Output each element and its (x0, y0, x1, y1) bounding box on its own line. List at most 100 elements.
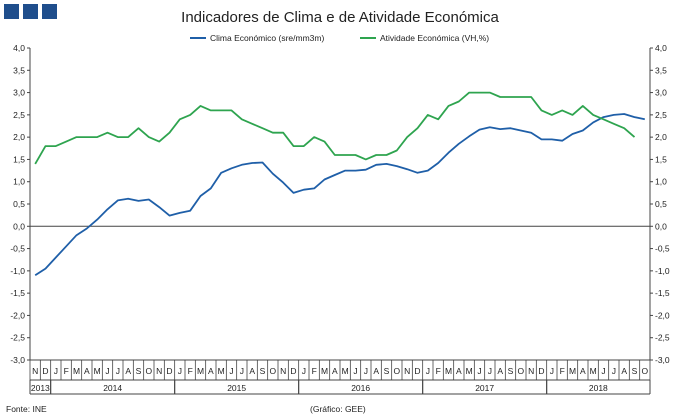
month-label: A (249, 366, 255, 376)
y-tick-label-left: -2,5 (10, 333, 25, 343)
month-label: J (105, 366, 109, 376)
month-label: J (229, 366, 233, 376)
month-label: J (364, 366, 368, 376)
y-tick-label-right: -0,5 (655, 244, 670, 254)
year-label: 2016 (351, 383, 370, 393)
month-label: A (580, 366, 586, 376)
y-tick-label-left: 2,5 (13, 110, 25, 120)
month-label: N (156, 366, 162, 376)
month-label: O (270, 366, 277, 376)
month-label: M (321, 366, 328, 376)
month-label: J (426, 366, 430, 376)
month-label: A (208, 366, 214, 376)
y-tick-label-left: -1,5 (10, 288, 25, 298)
legend-label: Clima Económico (sre/mm3m) (210, 33, 324, 43)
month-label: O (642, 366, 649, 376)
month-label: M (445, 366, 452, 376)
month-label: A (621, 366, 627, 376)
series-line-clima (34, 113, 645, 277)
y-tick-label-right: -1,5 (655, 288, 670, 298)
month-label: M (590, 366, 597, 376)
y-tick-label-left: 1,5 (13, 154, 25, 164)
y-tick-label-right: -1,0 (655, 266, 670, 276)
month-label: J (116, 366, 120, 376)
y-tick-label-right: 0,0 (655, 221, 667, 231)
y-tick-label-right: 1,5 (655, 154, 667, 164)
chart-title: Indicadores de Clima e de Atividade Econ… (181, 9, 499, 26)
month-label: S (632, 366, 638, 376)
month-label: F (560, 366, 565, 376)
month-label: M (569, 366, 576, 376)
y-tick-label-right: -3,0 (655, 355, 670, 365)
month-label: N (528, 366, 534, 376)
month-label: M (466, 366, 473, 376)
month-label: A (84, 366, 90, 376)
month-label: F (436, 366, 441, 376)
month-label: A (456, 366, 462, 376)
y-tick-label-left: 2,0 (13, 132, 25, 142)
month-label: J (612, 366, 616, 376)
y-tick-label-left: 0,5 (13, 199, 25, 209)
y-tick-label-left: 1,0 (13, 177, 25, 187)
month-label: N (280, 366, 286, 376)
y-tick-label-left: 3,5 (13, 65, 25, 75)
year-label: 2014 (103, 383, 122, 393)
y-tick-label-right: -2,5 (655, 333, 670, 343)
month-label: J (353, 366, 357, 376)
month-label: M (73, 366, 80, 376)
month-label: A (125, 366, 131, 376)
month-label: J (477, 366, 481, 376)
month-label: D (166, 366, 172, 376)
series-line-atividade (34, 91, 636, 165)
month-label: D (42, 366, 48, 376)
month-label: A (332, 366, 338, 376)
month-label: M (342, 366, 349, 376)
y-tick-label-right: 2,0 (655, 132, 667, 142)
month-label: J (302, 366, 306, 376)
month-label: J (601, 366, 605, 376)
month-label: A (497, 366, 503, 376)
y-tick-label-right: 4,0 (655, 43, 667, 53)
month-label: F (64, 366, 69, 376)
source-note: Fonte: INE (6, 404, 47, 414)
credit-note: (Gráfico: GEE) (310, 404, 366, 414)
month-label: J (178, 366, 182, 376)
month-label: N (404, 366, 410, 376)
y-tick-label-right: 3,5 (655, 65, 667, 75)
year-label: 2015 (227, 383, 246, 393)
y-tick-label-right: 3,0 (655, 88, 667, 98)
gee-logo-icon (4, 4, 19, 19)
month-label: M (94, 366, 101, 376)
month-label: J (550, 366, 554, 376)
month-label: S (136, 366, 142, 376)
y-tick-label-right: 0,5 (655, 199, 667, 209)
y-tick-label-right: -2,0 (655, 310, 670, 320)
month-label: O (394, 366, 401, 376)
month-label: J (54, 366, 58, 376)
month-label: F (312, 366, 317, 376)
month-label: D (538, 366, 544, 376)
y-tick-label-left: -1,0 (10, 266, 25, 276)
y-tick-label-left: -0,5 (10, 244, 25, 254)
month-label: D (414, 366, 420, 376)
month-label: J (488, 366, 492, 376)
month-label: O (518, 366, 525, 376)
month-label: S (508, 366, 514, 376)
month-label: M (197, 366, 204, 376)
month-label: M (218, 366, 225, 376)
y-tick-label-right: 1,0 (655, 177, 667, 187)
year-label: 2013 (31, 383, 50, 393)
y-tick-label-right: 2,5 (655, 110, 667, 120)
y-tick-label-left: 3,0 (13, 88, 25, 98)
month-label: J (240, 366, 244, 376)
month-label: F (188, 366, 193, 376)
month-label: A (373, 366, 379, 376)
y-tick-label-left: -2,0 (10, 310, 25, 320)
y-tick-label-left: -3,0 (10, 355, 25, 365)
y-tick-label-left: 0,0 (13, 221, 25, 231)
year-label: 2017 (475, 383, 494, 393)
month-label: N (32, 366, 38, 376)
month-label: S (260, 366, 266, 376)
legend-label: Atividade Económica (VH,%) (380, 33, 489, 43)
